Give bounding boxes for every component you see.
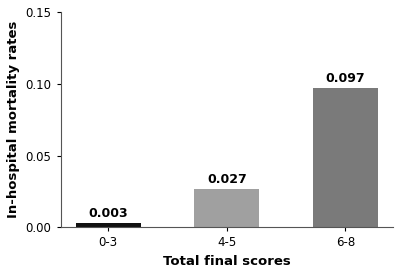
X-axis label: Total final scores: Total final scores xyxy=(163,255,291,268)
Bar xyxy=(76,223,141,227)
Y-axis label: In-hospital mortality rates: In-hospital mortality rates xyxy=(7,21,20,218)
Text: 0.027: 0.027 xyxy=(207,173,247,186)
Bar xyxy=(313,88,378,227)
Bar xyxy=(194,189,259,227)
Text: 0.003: 0.003 xyxy=(88,207,128,220)
Text: 0.097: 0.097 xyxy=(326,72,365,85)
